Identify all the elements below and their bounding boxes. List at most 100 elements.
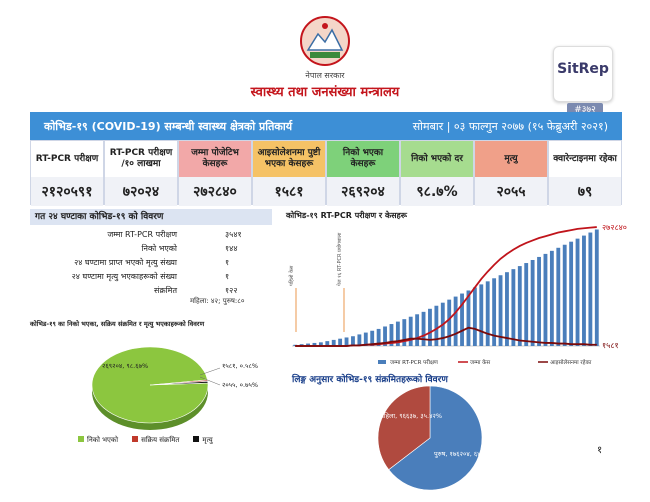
pie-data-label: पुरुष, १७६२०४, ६४.५८% (434, 450, 496, 458)
stat-value: २०५५ (475, 177, 547, 206)
gender-pie-chart: पुरुष, १७६२०४, ६४.५८% महिला, ९६६३७, ३५.४२… (377, 385, 496, 491)
trend-chart: २७२८४० १५८१ पहिलो केस पेज १६ RT-PCR प्रयोगश… (288, 223, 627, 366)
banner-date: सोमबार | ०३ फाल्गुन २०७७ (१५ फेब्रुअरी २… (412, 119, 608, 133)
row-label: निको भएको (141, 244, 177, 253)
last24-heading: गत २४ घण्टाका कोभिड-१९ को विवरण (30, 209, 272, 225)
stat-value: ७२०२४ (105, 177, 177, 206)
test-bar (479, 284, 484, 346)
table-row: जम्मा RT-PCR परीक्षण ३५४१ (30, 228, 272, 242)
gender-pie-title: लिङ्ग अनुसार कोभिड-१९ संक्रमितहरूको विवर… (292, 375, 448, 385)
nepal-emblem-icon (298, 14, 352, 68)
pie-data-label: २६९२०४, ९८.६७% (102, 362, 148, 370)
test-bar (370, 330, 375, 346)
test-bar (594, 229, 599, 346)
legend-item: मृत्यु (193, 436, 213, 445)
stat-value: २६९२०४ (327, 177, 399, 206)
pie-data-label: १५८१, ०.५८% (222, 362, 258, 370)
stat-label: RT-PCR परीक्षण /१० लाखमा (105, 141, 177, 177)
stat-box: RT-PCR परीक्षण /१० लाखमा ७२०२४ (104, 140, 178, 206)
test-bar (363, 332, 368, 346)
row-label: २४ घण्टामा मृत्यु भएकाहरूको संख्या (71, 272, 177, 281)
title-banner: कोभिड-१९ (COVID-19) सम्बन्धी स्वास्थ्य क… (30, 112, 622, 140)
row-label: संक्रमित (154, 286, 177, 295)
stat-label: मृत्यु (475, 141, 547, 177)
test-bar (434, 305, 439, 346)
gov-name: नेपाल सरकार (305, 71, 345, 80)
legend-label: आइसोलेसनमा रहेका (550, 359, 592, 366)
stat-label: निको भएका केसहरू (327, 141, 399, 177)
stat-box: निको भएको दर ९८.७% (400, 140, 474, 206)
test-bar (293, 344, 298, 346)
test-bar (408, 316, 413, 346)
test-bar (549, 250, 554, 346)
outcome-legend: निको भएको सक्रिय संक्रमित मृत्यु (78, 436, 213, 445)
stat-label: आइसोलेशनमा पुष्टी भएका केसहरू (253, 141, 325, 177)
stat-label: RT-PCR परीक्षण (31, 141, 103, 177)
legend-item: निको भएको (78, 436, 118, 445)
test-bar (530, 259, 535, 346)
test-bar (389, 324, 394, 346)
test-bar (318, 342, 323, 346)
test-bar (543, 253, 548, 346)
outcome-pie-chart: २६९२०४, ९८.६७% १५८१, ०.५८% २०५५, ०.७५% (91, 346, 258, 430)
table-row: निको भएको १४४ (30, 242, 272, 256)
row-label: जम्मा RT-PCR परीक्षण (107, 230, 177, 239)
test-bar (421, 311, 426, 346)
annotation-label: पहिलो केस (288, 265, 295, 286)
legend-swatch (132, 436, 139, 442)
test-bar (582, 235, 586, 346)
sitrep-logo: SitRep (553, 46, 613, 102)
test-bar (498, 275, 503, 346)
stat-box: निको भएका केसहरू २६९२०४ (326, 140, 400, 206)
leader-line (199, 376, 221, 386)
ministry-title: स्वास्थ्य तथा जनसंख्या मन्त्रालय (250, 85, 400, 100)
table-row: संक्रमित १२२ (30, 284, 272, 298)
test-bar (588, 232, 593, 346)
stat-box: क्वारेन्टाइनमा रहेका ७९ (548, 140, 622, 206)
test-bar (485, 281, 490, 346)
test-bar (331, 339, 336, 346)
test-bar (556, 247, 561, 346)
legend-item: सक्रिय संक्रमित (132, 436, 179, 445)
stat-box: आइसोलेशनमा पुष्टी भएका केसहरू १५८१ (252, 140, 326, 206)
test-bar (395, 321, 400, 346)
isolation-end-label: १५८१ (602, 341, 619, 350)
stat-value: ९८.७% (401, 177, 473, 206)
stat-label: क्वारेन्टाइनमा रहेका (549, 141, 621, 177)
gender-pie-slice (388, 385, 483, 491)
test-bar (357, 334, 362, 346)
legend-swatch (78, 436, 84, 442)
legend-swatch (193, 436, 200, 442)
stat-value: १५८१ (253, 177, 325, 206)
test-bar (575, 238, 580, 346)
outcome-pie-slice (91, 346, 209, 424)
test-bar (447, 299, 452, 346)
row-value: १४४ (225, 244, 238, 253)
sitrep-label: SitRep (557, 61, 609, 77)
stat-value: २१२०५९१ (31, 177, 103, 206)
test-bar (472, 287, 477, 346)
table-row: २४ घण्टामा प्राप्त भएको मृत्यु संख्या १ (30, 256, 272, 270)
test-bar (524, 263, 529, 346)
test-bar (344, 337, 349, 346)
test-bar (492, 278, 497, 346)
test-bar (517, 266, 522, 346)
pie-data-label: २०५५, ०.७५% (222, 381, 258, 389)
row-value: १२२ (225, 286, 238, 295)
legend-label: जम्मा केस (470, 359, 490, 366)
leader-line (199, 367, 221, 376)
test-bar (511, 269, 516, 346)
test-bar (376, 328, 381, 346)
gender-pie-slice (377, 385, 431, 471)
test-bar (402, 319, 407, 346)
test-bar (466, 290, 471, 346)
row-value: ३५४१ (225, 230, 242, 239)
test-bar (505, 272, 509, 346)
stat-label: जम्मा पोजेटिभ केसहरू (179, 141, 251, 177)
test-bar (312, 342, 317, 346)
test-bar (537, 256, 541, 346)
table-row: २४ घण्टामा मृत्यु भएकाहरूको संख्या १ (30, 270, 272, 284)
stat-label: निको भएको दर (401, 141, 473, 177)
legend-label: जम्मा RT-PCR परीक्षण (390, 359, 439, 366)
test-bar (562, 244, 567, 346)
